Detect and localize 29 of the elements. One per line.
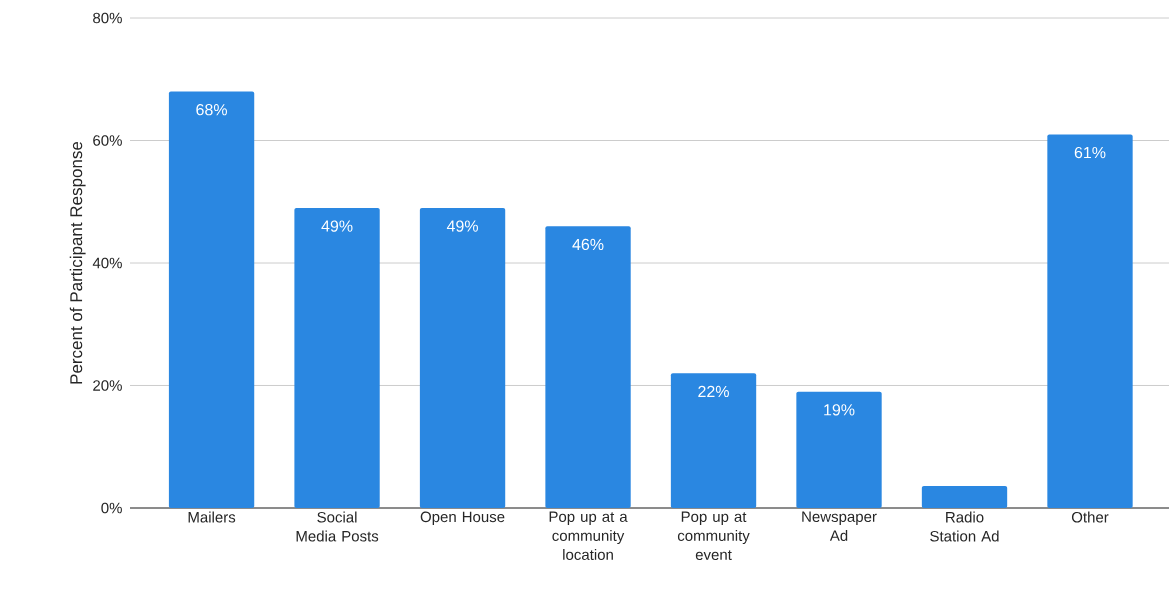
- bar: [168, 91, 255, 508]
- x-tick-label: Mailers: [188, 511, 236, 523]
- data-label: 22%: [698, 385, 729, 398]
- data-label: 61%: [1074, 146, 1106, 159]
- bar: [419, 207, 506, 508]
- bar: [921, 485, 1008, 508]
- y-axis-title: Percent of Participant Response: [69, 141, 86, 384]
- x-tick-label: Open House: [420, 511, 505, 526]
- bar: [294, 207, 380, 508]
- y-tick-label: 60%: [93, 135, 122, 146]
- y-tick-label: 80%: [93, 12, 122, 24]
- x-tick-label: Pop up at community event: [677, 511, 750, 560]
- data-label: 46%: [572, 238, 604, 251]
- bar: [1047, 134, 1133, 508]
- y-tick-label: 20%: [93, 380, 122, 391]
- bar: [670, 373, 757, 508]
- x-tick-label: Newspaper Ad: [802, 511, 877, 541]
- y-tick-label: 40%: [92, 257, 122, 269]
- x-tick-label: Social Media Posts: [296, 511, 379, 542]
- x-tick-label: Other: [1071, 511, 1109, 523]
- bar: [796, 391, 882, 508]
- data-label: 68%: [196, 104, 228, 116]
- data-label: 19%: [824, 404, 855, 416]
- data-label: 49%: [321, 220, 353, 232]
- bar: [545, 226, 631, 508]
- x-tick-label: Radio Station Ad: [930, 511, 999, 542]
- data-label: 49%: [446, 220, 478, 232]
- x-tick-label: Pop up at a community location: [549, 511, 628, 560]
- y-tick-label: 0%: [101, 502, 122, 514]
